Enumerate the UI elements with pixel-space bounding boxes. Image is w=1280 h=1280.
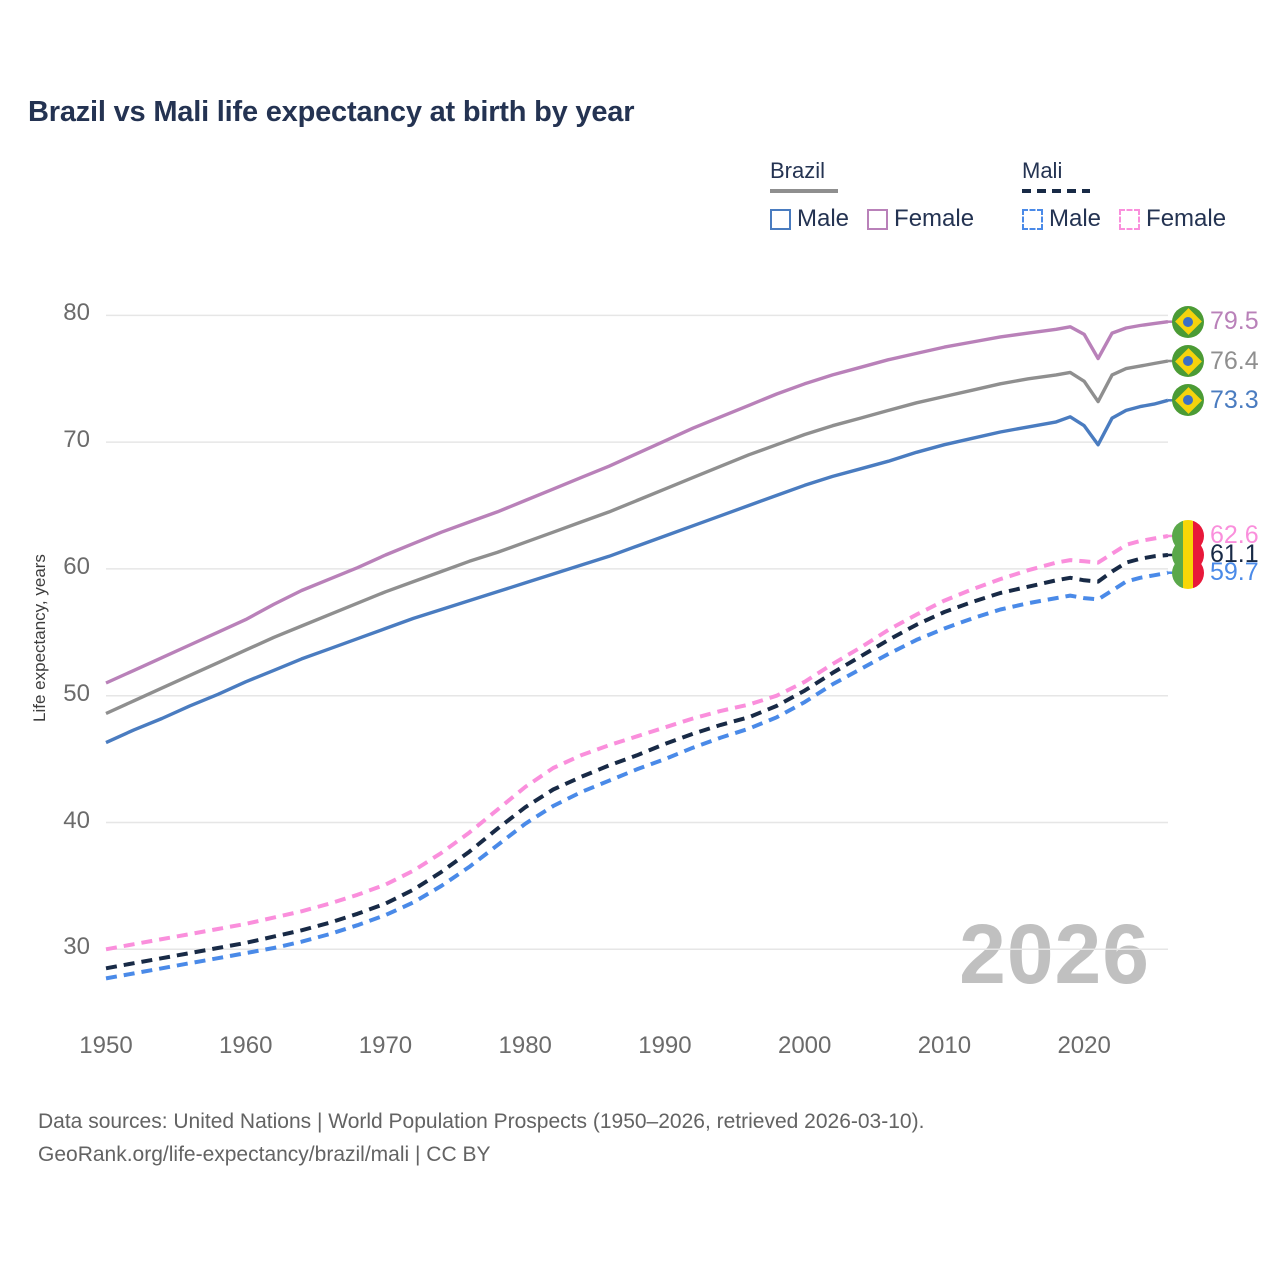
chart-legend: Brazil Male Female Mali Male: [760, 158, 1260, 246]
end-label-value: 59.7: [1210, 558, 1259, 587]
end-label-mali-female: 62.6: [1172, 519, 1259, 553]
brazil-flag-icon: [1172, 384, 1204, 417]
x-tick-label: 2020: [1057, 1032, 1111, 1059]
x-tick-label: 2000: [777, 1032, 832, 1059]
legend-group-brazil: Brazil Male Female: [770, 158, 992, 233]
legend-label-brazil-female: Female: [894, 205, 975, 232]
flag-stripe-yellow: [1182, 538, 1194, 571]
flag-stripe-green: [1172, 556, 1183, 589]
end-label-value: 62.6: [1210, 521, 1259, 550]
series-line-brazil-male: [105, 398, 1169, 745]
x-tick-label: 1980: [498, 1032, 552, 1059]
y-tick-label: 60: [63, 552, 90, 580]
legend-item-brazil-male[interactable]: Male: [770, 205, 849, 233]
legend-swatch-brazil-male: [770, 208, 791, 230]
flag-stripe-green: [1172, 519, 1183, 552]
brazil-flag-icon: [1172, 305, 1204, 338]
brazil-flag-icon: [1172, 345, 1204, 377]
flag-stripe-red: [1193, 519, 1204, 552]
footer-note: Data sources: United Nations | World Pop…: [38, 1106, 924, 1171]
flag-stripe-green: [1172, 538, 1183, 571]
legend-rule-brazil: [770, 189, 838, 193]
legend-swatch-brazil-female: [867, 208, 889, 230]
end-label-value: 76.4: [1210, 346, 1259, 375]
mali-flag-icon: [1172, 538, 1204, 571]
end-label-brazil-total: 76.4: [1172, 344, 1259, 378]
flag-stripe-yellow: [1182, 519, 1194, 552]
series-line-mali-male: [105, 570, 1169, 981]
flag-globe: [1183, 395, 1193, 406]
end-label-value: 61.1: [1210, 540, 1259, 569]
legend-swatch-mali-female: [1119, 208, 1141, 230]
page-title: Brazil vs Mali life expectancy at birth …: [28, 96, 635, 128]
legend-item-mali-female[interactable]: Female: [1119, 205, 1226, 233]
series-line-mali-female: [105, 534, 1169, 952]
legend-label-brazil-male: Male: [797, 205, 850, 232]
footer-line-1: Data sources: United Nations | World Pop…: [38, 1110, 925, 1133]
x-tick-label: 1970: [358, 1032, 413, 1059]
legend-swatch-mali-male: [1022, 208, 1043, 230]
legend-label-mali-male: Male: [1049, 205, 1102, 232]
end-label-brazil-female: 79.5: [1172, 305, 1259, 339]
flag-globe: [1183, 356, 1193, 366]
mali-flag-icon: [1172, 519, 1204, 552]
end-label-brazil-male: 73.3: [1172, 383, 1259, 417]
y-tick-label: 40: [63, 806, 90, 834]
y-tick-label: 80: [63, 299, 90, 327]
end-label-value: 73.3: [1210, 385, 1259, 414]
end-label-mali-male: 59.7: [1172, 556, 1259, 590]
legend-country-brazil: Brazil: [770, 158, 826, 183]
series-line-mali-total: [105, 553, 1169, 971]
x-tick-label: 1960: [219, 1032, 273, 1059]
end-label-value: 79.5: [1210, 307, 1259, 336]
x-tick-label: 1990: [638, 1032, 692, 1059]
legend-item-brazil-female[interactable]: Female: [867, 205, 974, 233]
footer-line-2: GeoRank.org/life-expectancy/brazil/mali …: [38, 1142, 491, 1166]
legend-group-mali: Mali Male Female: [1022, 158, 1244, 233]
series-line-brazil-female: [105, 320, 1169, 685]
flag-globe: [1183, 316, 1193, 327]
series-line-brazil-total: [105, 359, 1169, 716]
year-watermark: 2026: [959, 907, 1150, 1001]
legend-label-mali-female: Female: [1146, 205, 1227, 232]
flag-stripe-red: [1193, 556, 1204, 589]
y-tick-label: 70: [63, 426, 90, 454]
y-tick-label: 30: [63, 933, 90, 961]
end-label-mali-total: 61.1: [1172, 538, 1259, 572]
legend-country-mali: Mali: [1022, 158, 1063, 183]
y-tick-label: 50: [63, 679, 90, 707]
flag-stripe-red: [1193, 538, 1204, 571]
flag-stripe-yellow: [1182, 556, 1194, 589]
legend-item-mali-male[interactable]: Male: [1022, 205, 1101, 233]
mali-flag-icon: [1172, 556, 1204, 589]
x-tick-label: 1950: [79, 1032, 133, 1059]
legend-rule-mali: [1022, 189, 1090, 193]
x-tick-label: 2010: [917, 1032, 972, 1059]
